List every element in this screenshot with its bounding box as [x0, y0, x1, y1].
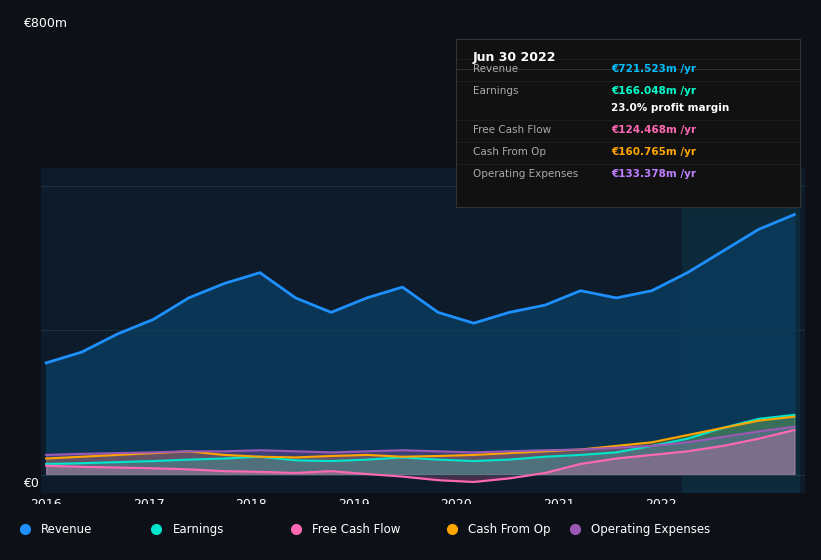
Text: €166.048m /yr: €166.048m /yr [611, 86, 696, 96]
Text: €160.765m /yr: €160.765m /yr [611, 147, 696, 157]
Text: €124.468m /yr: €124.468m /yr [611, 125, 696, 135]
Text: €800m: €800m [23, 17, 67, 30]
Text: Operating Expenses: Operating Expenses [591, 522, 710, 536]
Text: €133.378m /yr: €133.378m /yr [611, 169, 696, 179]
Text: Free Cash Flow: Free Cash Flow [312, 522, 401, 536]
Text: Cash From Op: Cash From Op [468, 522, 550, 536]
Bar [681, 168, 800, 493]
Text: €721.523m /yr: €721.523m /yr [611, 64, 696, 74]
Text: Earnings: Earnings [473, 86, 518, 96]
Text: Free Cash Flow: Free Cash Flow [473, 125, 551, 135]
Text: Jun 30 2022: Jun 30 2022 [473, 51, 557, 64]
Text: Revenue: Revenue [473, 64, 518, 74]
Text: Cash From Op: Cash From Op [473, 147, 546, 157]
Text: Earnings: Earnings [172, 522, 224, 536]
Text: Revenue: Revenue [41, 522, 93, 536]
Text: €0: €0 [23, 477, 39, 490]
Text: Operating Expenses: Operating Expenses [473, 169, 578, 179]
Text: 23.0% profit margin: 23.0% profit margin [611, 103, 729, 113]
